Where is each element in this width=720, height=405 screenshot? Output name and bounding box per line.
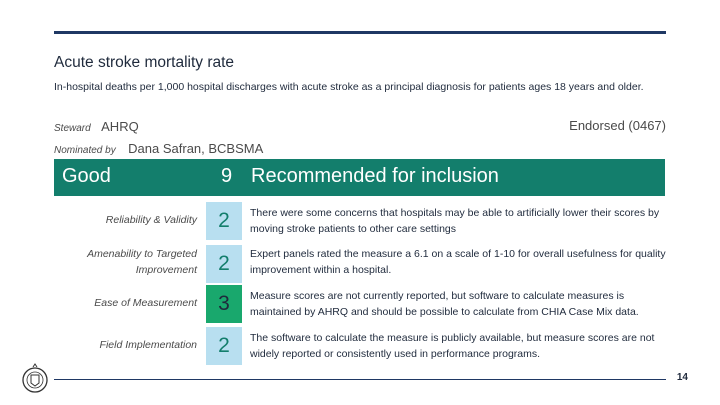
criterion-note: There were some concerns that hospitals … xyxy=(250,207,660,235)
criterion-label: Ease of Measurement xyxy=(94,297,197,309)
nominated-row: Nominated by Dana Safran, BCBSMA xyxy=(54,140,263,158)
steward-value: AHRQ xyxy=(101,119,139,134)
criterion-note: Expert panels rated the measure a 6.1 on… xyxy=(250,248,666,276)
rating-banner: Good 9 Recommended for inclusion xyxy=(54,159,665,196)
overall-rating: Good xyxy=(62,165,111,187)
criterion-label: Reliability & Validity xyxy=(105,214,197,226)
bottom-rule xyxy=(54,379,666,380)
criterion-label: Amenability to Targeted Improvement xyxy=(87,248,197,276)
nominated-label: Nominated by xyxy=(54,145,116,156)
total-score: 9 xyxy=(221,165,233,187)
criterion-note: The software to calculate the measure is… xyxy=(250,332,655,360)
steward-row: Steward AHRQ xyxy=(54,118,139,136)
criterion-score: 2 xyxy=(206,202,242,240)
steward-label: Steward xyxy=(54,123,91,134)
measure-description: In-hospital deaths per 1,000 hospital di… xyxy=(54,81,644,93)
page-title: Acute stroke mortality rate xyxy=(54,54,235,71)
top-rule xyxy=(54,31,666,34)
seal-icon xyxy=(20,363,50,397)
page-number: 14 xyxy=(676,372,688,383)
criterion-note: Measure scores are not currently reporte… xyxy=(250,290,639,318)
nominated-value: Dana Safran, BCBSMA xyxy=(128,141,264,156)
criterion-label: Field Implementation xyxy=(99,339,197,351)
endorsed-status: Endorsed (0467) xyxy=(569,118,666,133)
criterion-score: 2 xyxy=(206,245,242,283)
criterion-score: 3 xyxy=(206,285,242,323)
recommendation: Recommended for inclusion xyxy=(251,165,499,187)
criterion-score: 2 xyxy=(206,327,242,365)
